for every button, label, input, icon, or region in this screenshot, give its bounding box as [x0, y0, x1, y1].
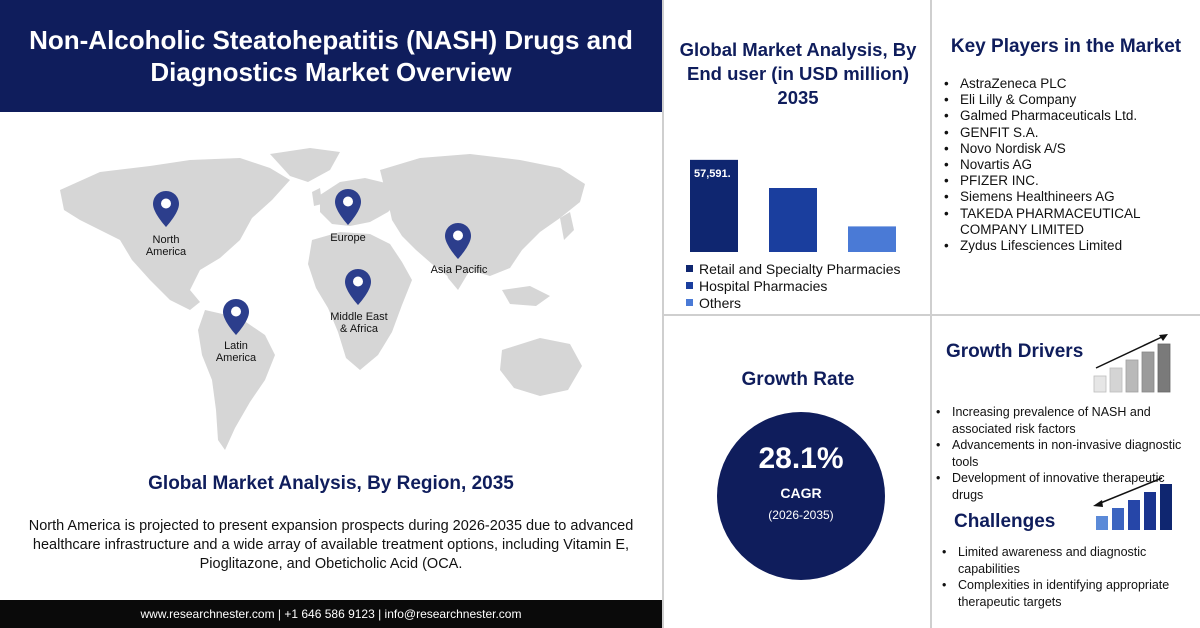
end-user-bar-chart-svg: 57,591. — [690, 159, 896, 252]
cagr-value: 28.1% — [758, 442, 844, 475]
growth-rate-title: Growth Rate — [741, 369, 855, 390]
rising-bar-chart-icon — [1092, 332, 1172, 394]
legend-label-others: Others — [699, 294, 742, 311]
legend-label-retail: Retail and Specialty Pharmacies — [699, 260, 901, 277]
region-section-text: North America is projected to present ex… — [28, 518, 634, 572]
legend-label-hospital: Hospital Pharmacies — [699, 277, 828, 294]
legend-swatch-others — [686, 299, 693, 306]
legend-swatch-hospital — [686, 282, 693, 289]
growth-driver-item: Development of innovative therapeutic dr… — [934, 470, 1196, 503]
legend-item-hospital: Hospital Pharmacies — [686, 277, 926, 294]
key-players-title: Key Players in the Market — [950, 36, 1182, 57]
growth-drivers-list: Increasing prevalence of NASH and associ… — [934, 404, 1196, 503]
europe-label: Europe — [330, 232, 366, 244]
divider-horizontal — [662, 314, 1200, 316]
asia-pacific-label: Asia Pacific — [430, 264, 488, 276]
latin-america-pin-icon — [222, 298, 250, 336]
bar-hospital — [769, 188, 817, 252]
legend-swatch-retail — [686, 265, 693, 272]
key-player-item: Novartis AG — [944, 157, 1192, 173]
legend-item-others: Others — [686, 294, 926, 311]
title-bar: Non-Alcoholic Steatohepatitis (NASH) Dru… — [0, 0, 662, 112]
key-players-list: AstraZeneca PLC Eli Lilly & Company Galm… — [944, 76, 1192, 254]
end-user-title: Global Market Analysis, By End user (in … — [679, 39, 917, 108]
key-player-item: Zydus Lifesciences Limited — [944, 238, 1192, 254]
footer-contact: www.researchnester.com | +1 646 586 9123… — [140, 607, 522, 621]
key-player-item: AstraZeneca PLC — [944, 76, 1192, 92]
north-america-pin-icon — [152, 190, 180, 228]
growth-driver-item: Advancements in non-invasive diagnostic … — [934, 437, 1196, 470]
bar-others — [848, 226, 896, 252]
key-player-item: Galmed Pharmaceuticals Ltd. — [944, 108, 1192, 124]
challenges-title: Challenges — [954, 511, 1056, 532]
challenge-item: Limited awareness and diagnostic capabil… — [934, 544, 1196, 577]
middle-east-africa-pin-icon — [344, 268, 372, 306]
region-section-title: Global Market Analysis, By Region, 2035 — [148, 473, 514, 494]
cagr-period: (2026-2035) — [768, 508, 834, 522]
growth-drivers-title: Growth Drivers — [946, 341, 1084, 362]
footer: www.researchnester.com | +1 646 586 9123… — [0, 600, 662, 628]
world-map-graphic — [60, 148, 585, 450]
key-player-item: Siemens Healthineers AG — [944, 189, 1192, 205]
cagr-label: CAGR — [780, 485, 822, 501]
key-player-item: TAKEDA PHARMACEUTICAL COMPANY LIMITED — [944, 206, 1192, 238]
page-title: Non-Alcoholic Steatohepatitis (NASH) Dru… — [29, 25, 633, 87]
latin-america-label: Latin America — [215, 340, 257, 364]
key-player-item: Eli Lilly & Company — [944, 92, 1192, 108]
key-player-item: Novo Nordisk A/S — [944, 141, 1192, 157]
middle-east-africa-label: Middle East & Africa — [330, 311, 388, 335]
key-player-item: GENFIT S.A. — [944, 125, 1192, 141]
left-panel: Non-Alcoholic Steatohepatitis (NASH) Dru… — [0, 0, 662, 628]
world-map: North America Europe Asia Pacific Middle … — [40, 140, 600, 460]
asia-pacific-pin-icon — [444, 222, 472, 260]
legend-item-retail: Retail and Specialty Pharmacies — [686, 260, 926, 277]
key-player-item: PFIZER INC. — [944, 173, 1192, 189]
europe-pin-icon — [334, 188, 362, 226]
bar-value-label: 57,591. — [694, 168, 731, 180]
challenges-list: Limited awareness and diagnostic capabil… — [934, 544, 1196, 610]
chart-legend: Retail and Specialty Pharmacies Hospital… — [686, 260, 926, 311]
end-user-bar-chart: 57,591. — [668, 140, 928, 255]
north-america-label: North America — [145, 234, 187, 258]
challenge-item: Complexities in identifying appropriate … — [934, 577, 1196, 610]
cagr-circle: 28.1% CAGR (2026-2035) — [717, 412, 885, 580]
bar-retail — [690, 159, 738, 252]
growth-driver-item: Increasing prevalence of NASH and associ… — [934, 404, 1196, 437]
declining-bar-chart-icon — [1090, 474, 1172, 532]
